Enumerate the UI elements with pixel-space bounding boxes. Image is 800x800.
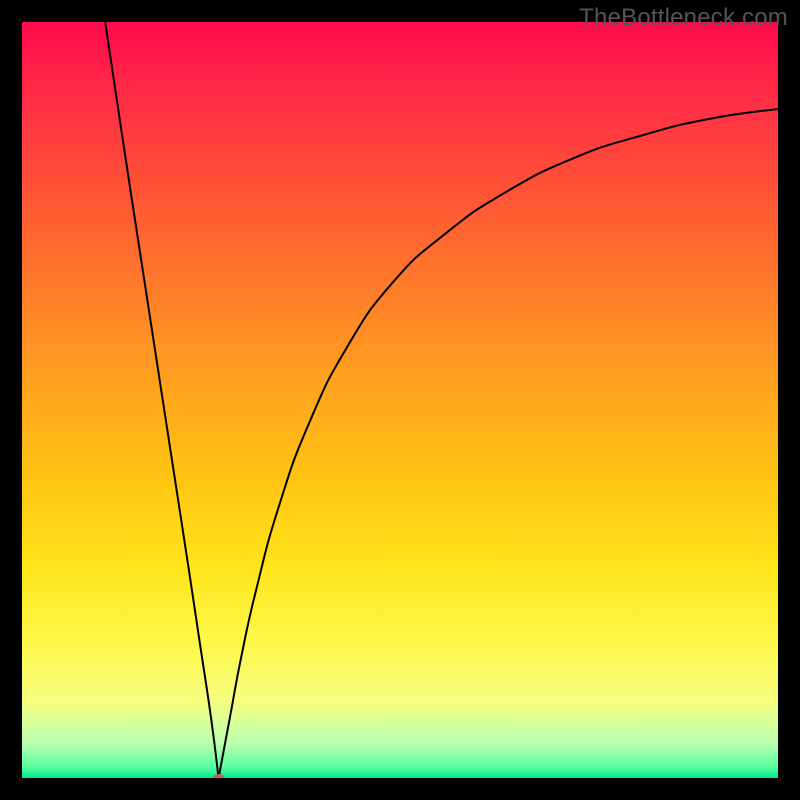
- plot-area: [22, 22, 778, 778]
- watermark-text: TheBottleneck.com: [579, 4, 788, 32]
- chart-svg: [22, 22, 778, 778]
- chart-frame: TheBottleneck.com: [0, 0, 800, 800]
- gradient-background: [22, 22, 778, 778]
